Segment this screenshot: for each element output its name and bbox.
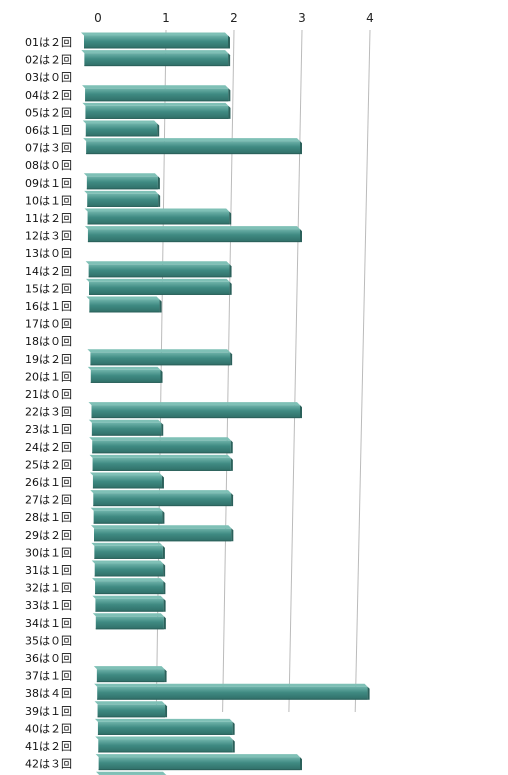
category-label: 13は０回 <box>25 247 72 260</box>
category-label: 12は３回 <box>25 230 72 243</box>
category-label: 18は０回 <box>25 335 72 348</box>
category-label: 20は１回 <box>25 370 72 383</box>
bar <box>89 472 164 489</box>
bar <box>91 525 234 542</box>
bar <box>90 507 165 524</box>
bar <box>82 120 160 137</box>
category-label: 38は４回 <box>25 687 72 700</box>
category-label: 10は１回 <box>25 194 72 207</box>
bar <box>85 261 232 278</box>
category-label: 30は１回 <box>25 546 72 559</box>
category-label: 07は３回 <box>25 142 72 155</box>
bar <box>81 32 230 49</box>
category-label: 36は０回 <box>25 652 72 665</box>
category-label: 01は２回 <box>25 36 72 49</box>
category-label: 03は０回 <box>25 71 72 84</box>
category-label: 23は１回 <box>25 423 72 436</box>
category-label: 09は１回 <box>25 177 72 190</box>
bar <box>91 560 166 577</box>
bar <box>84 190 161 207</box>
bar <box>84 226 302 243</box>
category-label: 33は１回 <box>25 599 72 612</box>
bar <box>82 85 231 102</box>
grid-line-2 <box>222 29 235 713</box>
category-label: 14は２回 <box>25 265 72 278</box>
category-label: 42は３回 <box>25 758 72 771</box>
category-label: 22は３回 <box>25 406 72 419</box>
grid-lines <box>155 29 371 713</box>
category-label: 39は１回 <box>25 705 72 718</box>
category-label: 40は２回 <box>25 722 72 735</box>
category-label: 26は１回 <box>25 476 72 489</box>
bars <box>81 32 370 775</box>
bar <box>81 50 231 67</box>
category-label: 08は０回 <box>25 159 72 172</box>
bar <box>82 102 231 119</box>
bar <box>84 208 232 225</box>
category-label: 02は２回 <box>25 54 72 67</box>
bar <box>89 437 233 454</box>
category-label: 24は２回 <box>25 441 72 454</box>
bar <box>83 138 302 155</box>
x-tick-label: 4 <box>366 11 374 25</box>
category-label: 17は０回 <box>25 318 72 331</box>
category-label: 04は２回 <box>25 89 72 102</box>
category-label: 29は２回 <box>25 529 72 542</box>
x-tick-label: 1 <box>162 11 170 25</box>
bar <box>91 542 165 559</box>
category-label: 31は１回 <box>25 564 72 577</box>
bar <box>87 349 233 366</box>
bar <box>86 278 232 295</box>
category-label: 25は２回 <box>25 458 72 471</box>
bar <box>95 754 302 771</box>
bar <box>89 454 233 471</box>
category-label: 27は２回 <box>25 494 72 507</box>
x-tick-label: 0 <box>94 11 102 25</box>
bar <box>94 683 370 700</box>
category-label: 16は１回 <box>25 300 72 313</box>
category-label: 34は１回 <box>25 617 72 630</box>
bar <box>88 419 164 436</box>
bar <box>90 490 234 507</box>
bar <box>95 736 235 753</box>
category-label: 06は１回 <box>25 124 72 137</box>
category-label: 32は１回 <box>25 582 72 595</box>
x-axis-ticks: 0 1 2 3 4 <box>94 11 374 25</box>
bar <box>83 173 160 190</box>
bar <box>92 595 166 612</box>
category-label: 05は２回 <box>25 106 72 119</box>
bar <box>93 666 167 683</box>
category-label: 15は２回 <box>25 282 72 295</box>
category-label: 11は２回 <box>25 212 72 225</box>
category-label: 21は０回 <box>25 388 72 401</box>
category-label: 28は１回 <box>25 511 72 524</box>
grid-line-4 <box>354 29 371 713</box>
category-label: 41は２回 <box>25 740 72 753</box>
category-label: 35は０回 <box>25 634 72 647</box>
bar <box>86 296 162 313</box>
bar <box>94 701 168 718</box>
category-label: 19は２回 <box>25 353 72 366</box>
x-tick-label: 3 <box>298 11 306 25</box>
category-label: 37は１回 <box>25 670 72 683</box>
bar <box>87 366 163 383</box>
x-tick-label: 2 <box>230 11 238 25</box>
category-labels: 01は２回 02は２回 03は０回 04は２回 05は２回 06は１回 07は３回 08は０回… <box>25 36 72 771</box>
grid-line-3 <box>288 29 303 713</box>
bar <box>88 402 302 419</box>
bar <box>92 578 166 595</box>
bar <box>92 613 166 630</box>
bar <box>94 718 235 735</box>
